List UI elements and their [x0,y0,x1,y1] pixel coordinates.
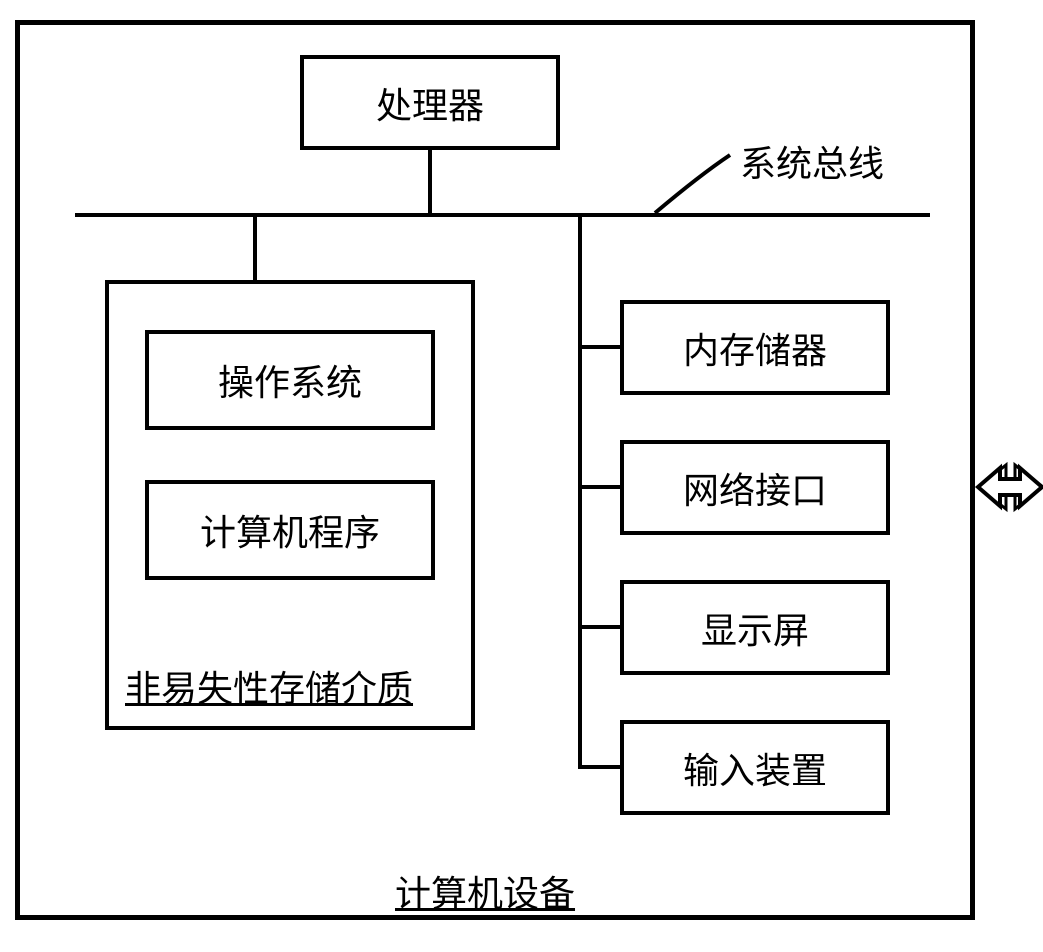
double-arrow-svg [0,0,1043,952]
device-label: 计算机设备 [395,865,575,917]
computer-device-diagram: 处理器 系统总线 操作系统 计算机程序 非易失性存储介质 内存储器 网络接口 显… [0,0,1043,952]
double-arrow-icon [978,465,1043,509]
